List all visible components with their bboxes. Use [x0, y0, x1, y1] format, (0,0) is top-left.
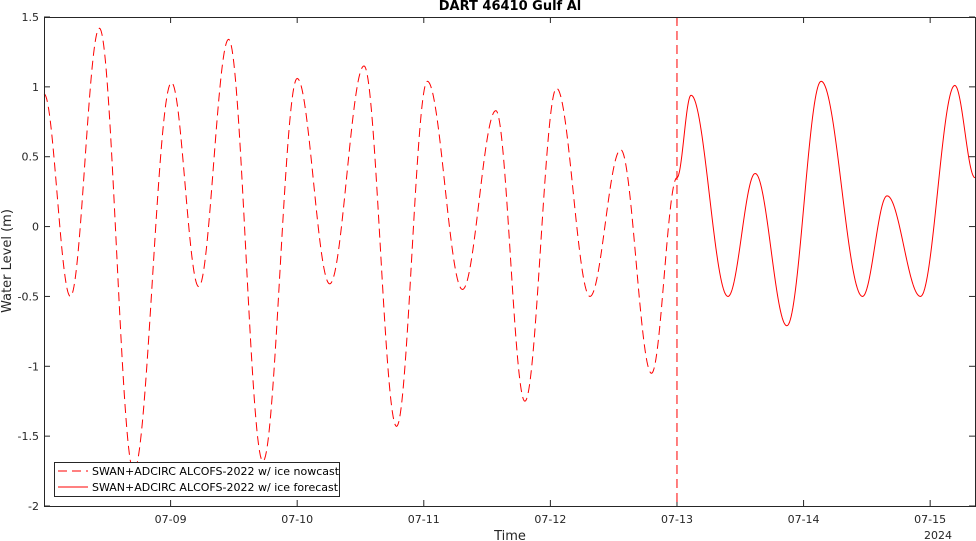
- legend-label-forecast: SWAN+ADCIRC ALCOFS-2022 w/ ice forecast: [92, 481, 339, 494]
- series-layer: [43, 27, 976, 472]
- legend: SWAN+ADCIRC ALCOFS-2022 w/ ice nowcast S…: [54, 462, 340, 497]
- y-axis-title: Water Level (m): [0, 209, 15, 313]
- plot-background: [44, 17, 975, 506]
- chart-title: DART 46410 Gulf Al: [439, 0, 582, 14]
- y-tick-label: 1: [32, 81, 39, 94]
- x-tick-label: 07-15: [914, 513, 946, 526]
- y-tick-label: -0.5: [18, 290, 39, 303]
- x-axis-title: Time: [493, 529, 526, 541]
- y-tick-label: 0.5: [22, 151, 40, 164]
- y-tick-label: 1.5: [22, 11, 40, 24]
- legend-label-nowcast: SWAN+ADCIRC ALCOFS-2022 w/ ice nowcast: [92, 465, 340, 478]
- series-line-nowcast: [43, 27, 678, 472]
- y-tick-label: -1.5: [18, 430, 39, 443]
- series-line-forecast: [676, 80, 976, 327]
- year-label: 2024: [924, 529, 952, 541]
- y-axis: -2 -1.5 -1 -0.5 0 0.5 1 1.5: [18, 11, 975, 513]
- y-tick-label: -1: [28, 360, 39, 373]
- x-tick-label: 07-10: [281, 513, 313, 526]
- x-tick-label: 07-09: [155, 513, 187, 526]
- x-tick-label: 07-14: [788, 513, 820, 526]
- x-tick-label: 07-11: [408, 513, 440, 526]
- x-tick-label: 07-12: [534, 513, 566, 526]
- legend-box: [54, 462, 340, 497]
- y-tick-label: 0: [32, 221, 39, 234]
- y-tick-label: -2: [28, 500, 39, 513]
- x-axis: 07-09 07-10 07-11 07-12 07-13 07-14 07-15: [155, 17, 946, 526]
- x-tick-label: 07-13: [661, 513, 693, 526]
